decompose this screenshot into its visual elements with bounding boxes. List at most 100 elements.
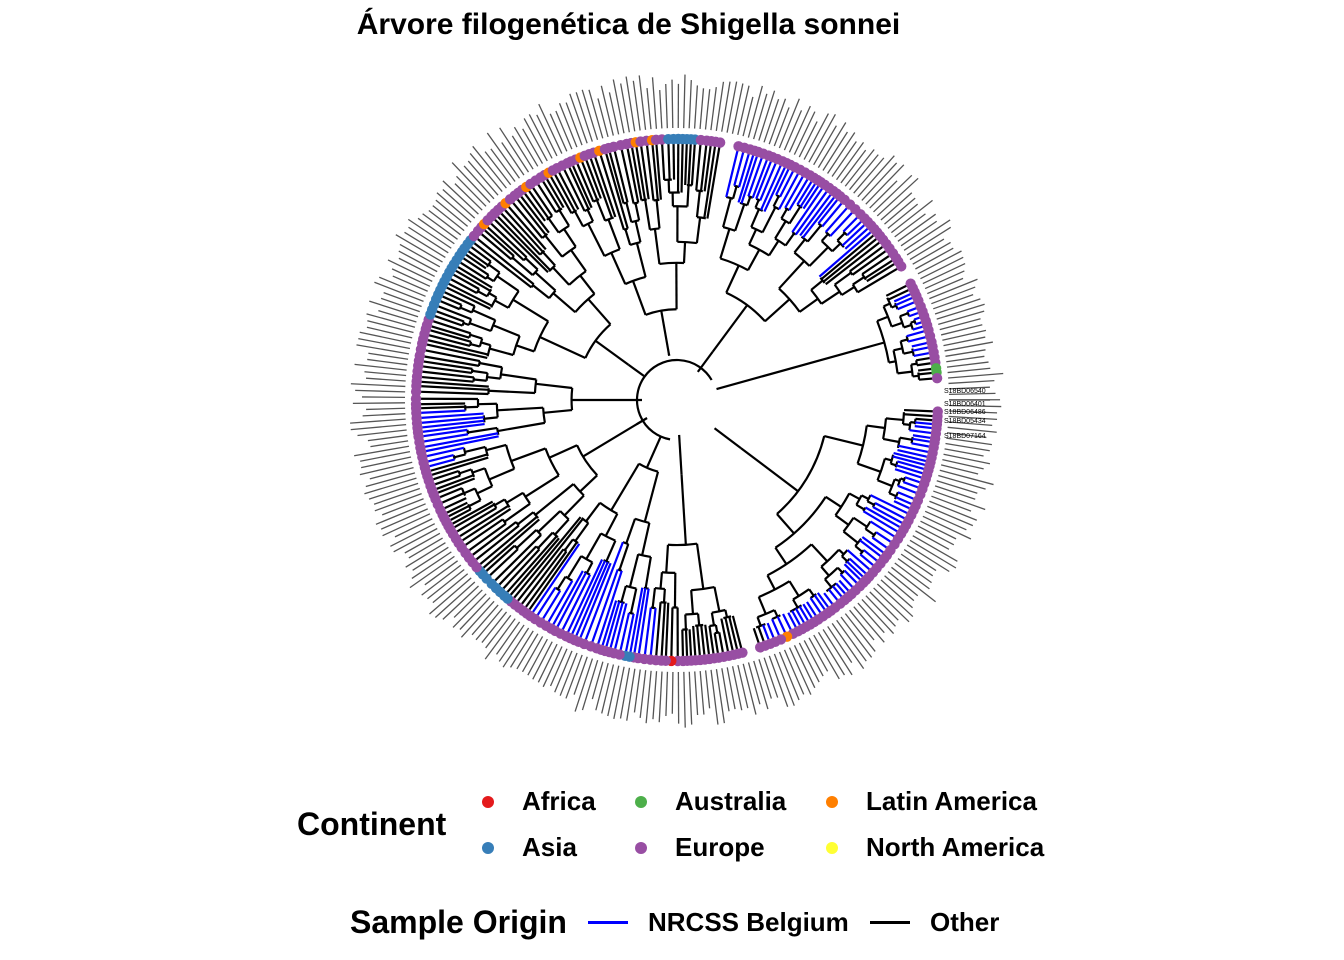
tip-label-mark bbox=[783, 110, 803, 151]
tree-branch bbox=[862, 510, 901, 535]
tip-label-mark bbox=[467, 160, 499, 196]
tip-label-mark bbox=[395, 234, 443, 263]
tree-branch bbox=[501, 206, 544, 253]
tree-branch bbox=[774, 547, 788, 565]
tree-branch bbox=[628, 554, 640, 588]
tip-label-mark bbox=[939, 318, 981, 331]
tip-label-mark bbox=[840, 149, 867, 184]
tree-branch bbox=[861, 536, 887, 556]
tree-branch bbox=[841, 555, 848, 563]
tree-branch bbox=[751, 156, 770, 199]
tree-branch bbox=[635, 242, 647, 278]
tip-label-mark bbox=[620, 83, 630, 133]
tip-label-mark bbox=[912, 535, 958, 562]
tip-label-mark bbox=[404, 231, 446, 258]
tree-branch bbox=[618, 612, 631, 654]
tree-branch bbox=[598, 151, 625, 231]
tip-label-mark bbox=[549, 113, 568, 152]
tip-label-mark bbox=[938, 474, 986, 490]
tip-label-mark bbox=[931, 286, 976, 305]
tree-branch bbox=[444, 504, 470, 519]
tree-branch bbox=[576, 444, 598, 477]
tip-label-mark bbox=[366, 407, 406, 411]
tree-branch bbox=[570, 387, 574, 411]
tip-label-mark bbox=[946, 361, 989, 368]
tree-branch bbox=[617, 568, 623, 572]
tip-label-mark bbox=[924, 510, 967, 531]
tree-branch bbox=[486, 344, 492, 357]
tip-label-mark bbox=[840, 616, 873, 658]
tree-branch bbox=[750, 208, 760, 228]
tip-label-mark bbox=[409, 555, 455, 589]
tip-label-mark bbox=[793, 645, 816, 689]
tree-branch bbox=[903, 350, 914, 355]
tree-branch bbox=[539, 249, 546, 256]
tree-branch bbox=[904, 408, 937, 413]
tree-branch bbox=[479, 361, 503, 369]
tree-branch bbox=[822, 235, 880, 283]
tree-branch bbox=[684, 629, 689, 660]
tree-branch bbox=[728, 616, 739, 654]
tree-branch bbox=[467, 243, 492, 263]
tree-branch bbox=[494, 498, 506, 507]
tip-label-mark bbox=[798, 642, 820, 683]
tree-branch bbox=[417, 390, 489, 396]
tip-label-mark bbox=[408, 537, 443, 559]
tree-branch bbox=[619, 145, 635, 204]
tree-branch bbox=[799, 191, 834, 237]
tip-label-mark bbox=[350, 383, 406, 388]
tree-branch bbox=[910, 364, 914, 377]
tip-label-mark bbox=[942, 329, 987, 341]
tree-branch bbox=[739, 201, 748, 207]
tree-branch bbox=[464, 445, 486, 454]
tree-branch bbox=[834, 514, 850, 526]
tree-branch bbox=[487, 263, 501, 274]
tip-label-mark bbox=[665, 83, 668, 129]
tip-label-mark bbox=[394, 518, 433, 538]
tip-label-mark bbox=[619, 667, 631, 719]
other-line-icon bbox=[870, 921, 910, 924]
tree-branch bbox=[443, 501, 468, 516]
tree-branch bbox=[720, 618, 730, 656]
tip-label-mark bbox=[822, 629, 853, 676]
tree-branch bbox=[725, 147, 740, 198]
tree-branch bbox=[861, 252, 893, 276]
tip-label: S18BD06540 bbox=[944, 388, 986, 395]
tree-branch bbox=[891, 321, 903, 328]
tip-label-mark bbox=[460, 600, 495, 638]
tree-branch bbox=[440, 497, 467, 511]
tip-label-mark bbox=[367, 320, 414, 334]
tree-branch bbox=[545, 580, 574, 626]
tree-branch bbox=[687, 140, 693, 186]
tree-branch bbox=[755, 157, 774, 200]
tip-label-mark bbox=[890, 199, 933, 234]
tip-label-mark bbox=[822, 131, 849, 171]
tip-label-mark bbox=[638, 75, 647, 130]
tree-branch bbox=[590, 569, 619, 646]
tip-label-mark bbox=[946, 432, 987, 439]
tip-label-mark bbox=[381, 498, 424, 516]
tree-branch bbox=[894, 461, 899, 468]
tip-label-mark bbox=[368, 352, 409, 360]
tree-branch bbox=[456, 504, 510, 540]
tree-branch bbox=[529, 543, 581, 616]
tree-branch bbox=[653, 228, 661, 265]
tree-branch bbox=[703, 142, 713, 192]
tree-branch bbox=[869, 520, 898, 540]
tip-label-mark bbox=[917, 525, 955, 546]
tree-branch bbox=[779, 167, 796, 198]
tip-label-mark bbox=[527, 638, 548, 676]
tree-branch bbox=[645, 436, 662, 469]
tree-branch bbox=[482, 415, 486, 423]
tip-label-mark bbox=[758, 90, 776, 141]
tip-label-mark bbox=[778, 98, 800, 149]
tree-branch bbox=[625, 202, 633, 223]
tree-branch bbox=[419, 364, 472, 375]
tree-branch bbox=[417, 375, 474, 383]
tree-branch bbox=[864, 528, 875, 536]
tree-branch bbox=[848, 557, 870, 577]
tree-branch bbox=[579, 474, 598, 493]
legend-item-europe: Europe bbox=[635, 832, 765, 863]
tree-branch bbox=[624, 613, 635, 656]
tip-label-mark bbox=[422, 213, 458, 240]
